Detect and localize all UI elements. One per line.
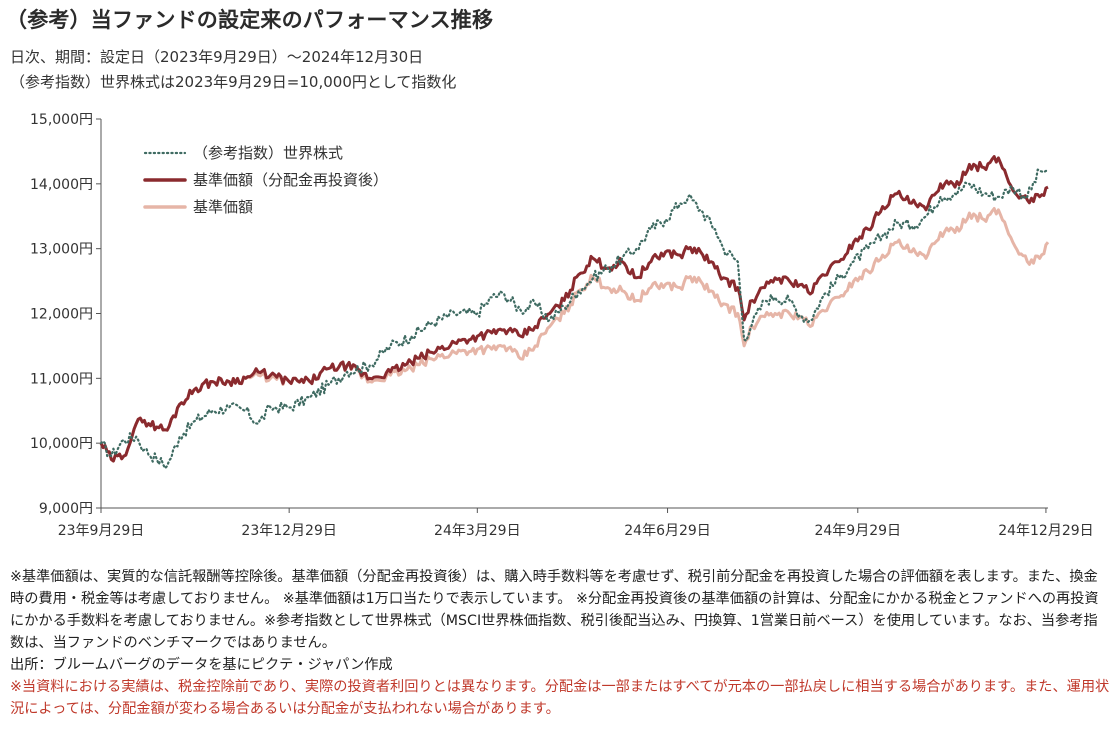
legend-label-2: 基準価額 [193,198,253,216]
x-tick-label: 23年12月29日 [241,523,336,539]
series-layer [99,155,1050,470]
legend-label-0: （参考指数）世界株式 [193,144,343,162]
y-tick-label: 13,000円 [30,242,93,258]
y-tick-label: 14,000円 [30,177,93,193]
y-tick-label: 10,000円 [30,436,93,452]
chart-axes: 9,000円 10,000円 11,000円 12,000円 13,000円 14,000… [30,112,1094,539]
period-subtitle: 日次、期間：設定日（2023年9月29日）～2024年12月30日 [10,48,424,66]
x-tick-label: 24年6月29日 [624,523,711,539]
notes: ※基準価額は、実質的な信託報酬等控除後。基準価額（分配金再投資後）は、購入時手数… [10,566,1110,720]
x-tick-label: 23年9月29日 [58,523,145,539]
y-tick-label: 11,000円 [30,371,93,387]
legend-label-1: 基準価額（分配金再投資後） [193,171,388,189]
source-note: 出所：ブルームバーグのデータを基にピクテ・ジャパン作成 [10,657,393,673]
y-tick-label: 12,000円 [30,307,93,323]
y-tick-label: 15,000円 [30,112,93,128]
x-tick-label: 24年3月29日 [434,523,521,539]
warning-note: ※当資料における実績は、税金控除前であり、実際の投資者利回りとは異なります。分配… [10,679,1110,717]
page-title: （参考）当ファンドの設定来のパフォーマンス推移 [6,8,494,32]
y-tick-label: 9,000円 [39,501,93,517]
performance-chart: 9,000円 10,000円 11,000円 12,000円 13,000円 14,000… [30,112,1094,539]
index-subtitle: （参考指数）世界株式は2023年9月29日=10,000円として指数化 [10,73,457,91]
series-line-1 [99,155,1049,463]
x-tick-label: 24年12月29日 [998,523,1093,539]
x-tick-label: 24年9月29日 [814,523,901,539]
series-line-2 [99,207,1050,463]
series-line-0 [99,168,1050,470]
disclaimer-note: ※基準価額は、実質的な信託報酬等控除後。基準価額（分配金再投資後）は、購入時手数… [10,569,1099,651]
